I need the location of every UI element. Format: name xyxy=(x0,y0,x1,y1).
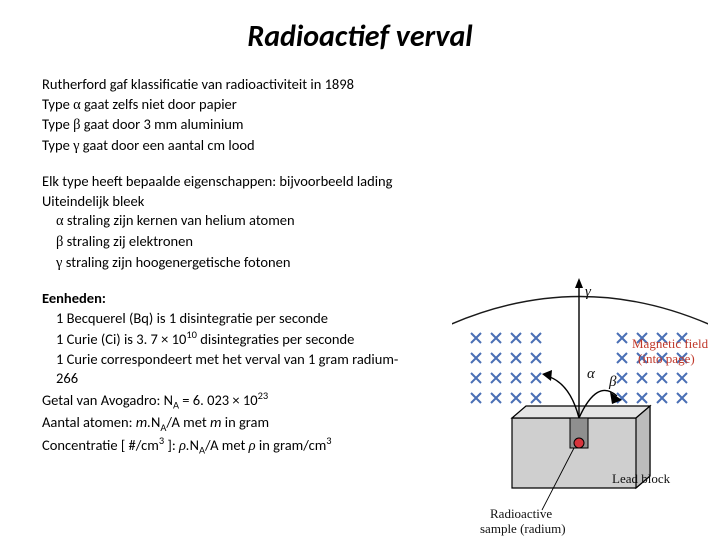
line: 1 Curie (Ci) is 3. 7 × 1010 disintegrati… xyxy=(42,328,410,349)
paragraph-units: Eenheden: 1 Becquerel (Bq) is 1 disinteg… xyxy=(42,289,410,458)
line: Aantal atomen: m.NA/A met m in gram xyxy=(42,413,410,435)
line: Type γ gaat door een aantal cm lood xyxy=(42,136,410,157)
line: α straling zijn kernen van helium atomen xyxy=(42,211,410,232)
gamma-label: γ xyxy=(585,284,592,300)
beta-label: β xyxy=(608,374,617,390)
line: Uiteindelijk bleek xyxy=(42,192,410,212)
alpha-label: α xyxy=(587,366,596,382)
magfield-label-2: (into page) xyxy=(638,351,695,366)
line: Concentratie [ #/cm3 ]: ρ.NA/A met ρ in … xyxy=(42,434,410,458)
slide-title: Radioactief verval xyxy=(0,18,720,55)
line: γ straling zijn hoogenergetische fotonen xyxy=(42,253,410,274)
line: Rutherford gaf klassificatie van radioac… xyxy=(42,75,410,95)
line: Type α gaat zelfs niet door papier xyxy=(42,95,410,116)
magfield-label-1: Magnetic field xyxy=(632,336,708,351)
line: Elk type heeft bepaalde eigenschappen: b… xyxy=(42,172,410,192)
line: β straling zij elektronen xyxy=(42,232,410,253)
line: Getal van Avogadro: NA = 6. 023 × 1023 xyxy=(42,389,410,413)
paragraph-classification: Rutherford gaf klassificatie van radioac… xyxy=(42,75,410,156)
paragraph-properties: Elk type heeft bepaalde eigenschappen: b… xyxy=(42,172,410,273)
sample-label-2: sample (radium) xyxy=(480,521,566,536)
line: 1 Becquerel (Bq) is 1 disintegratie per … xyxy=(42,309,410,329)
body-text: Rutherford gaf klassificatie van radioac… xyxy=(0,75,430,458)
line: Type β gaat door 3 mm aluminium xyxy=(42,115,410,136)
line: 1 Curie correspondeert met het verval va… xyxy=(42,350,410,389)
leadblock-label: Lead block xyxy=(612,471,671,486)
line: Eenheden: xyxy=(42,289,410,309)
decay-diagram: γ α β Magnetic field (into page) Lead bl… xyxy=(452,278,708,538)
